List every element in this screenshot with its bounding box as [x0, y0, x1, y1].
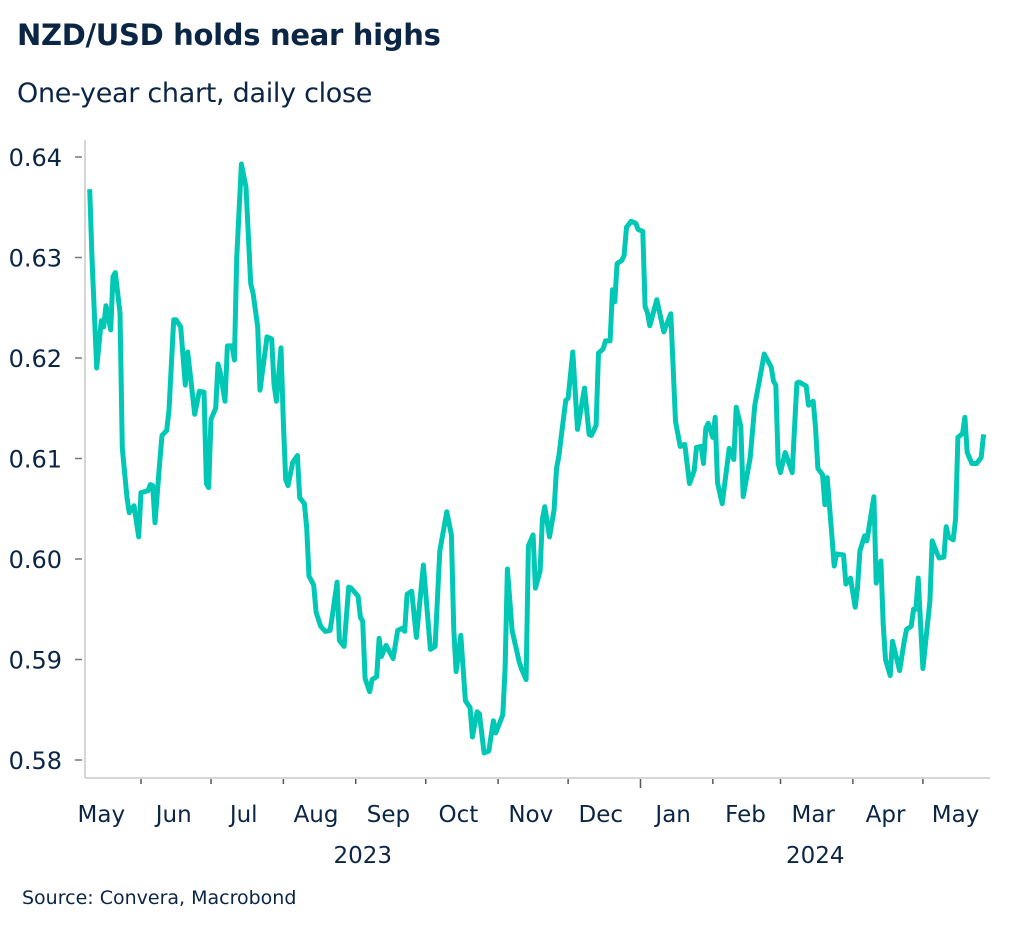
y-tick-label: 0.58 [9, 747, 62, 775]
series-line [87, 161, 987, 756]
y-tick-label: 0.62 [9, 345, 62, 373]
series-layer [87, 161, 987, 756]
month-label: Nov [508, 802, 553, 828]
month-label: Sep [367, 802, 410, 828]
year-label: 2023 [333, 843, 392, 869]
y-tick-label: 0.59 [9, 647, 62, 675]
month-label: Dec [579, 802, 624, 828]
month-label: Aug [294, 802, 339, 828]
y-axis-labels: 0.58 0.59 0.60 0.61 0.62 0.63 0.64 [9, 144, 62, 775]
y-tick-label: 0.63 [9, 245, 62, 273]
source-note: Source: Convera, Macrobond [22, 887, 297, 909]
month-label: Oct [439, 802, 479, 828]
chart-title: NZD/USD holds near highs [17, 18, 441, 52]
axes [75, 140, 990, 788]
y-tick-label: 0.61 [9, 446, 62, 474]
month-label: Jan [653, 802, 690, 828]
chart-subtitle: One-year chart, daily close [17, 78, 373, 109]
y-tick-label: 0.60 [9, 546, 62, 574]
y-tick-label: 0.64 [9, 144, 62, 172]
month-label: May [78, 802, 126, 828]
month-label: Apr [866, 802, 906, 828]
month-label: Jul [228, 802, 258, 828]
x-axis-labels: May Jun Jul Aug Sep Oct Nov Dec Jan Feb Mar Apr May 2… [78, 802, 980, 869]
year-label: 2024 [786, 843, 845, 869]
month-label: Feb [725, 802, 766, 828]
month-label: Mar [791, 802, 835, 828]
month-label: May [932, 802, 980, 828]
month-label: Jun [154, 802, 192, 828]
